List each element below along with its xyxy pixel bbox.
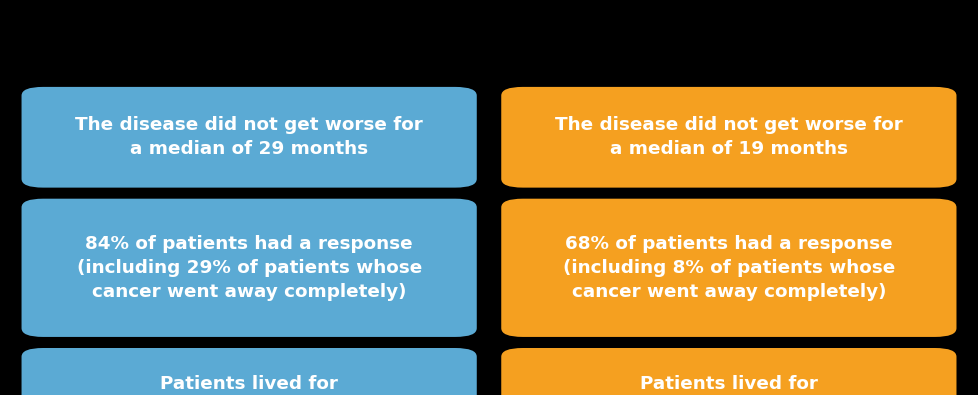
Text: 68% of patients had a response
(including 8% of patients whose
cancer went away : 68% of patients had a response (includin… — [562, 235, 894, 301]
Text: The disease did not get worse for
a median of 29 months: The disease did not get worse for a medi… — [75, 116, 422, 158]
FancyBboxPatch shape — [22, 87, 476, 188]
FancyBboxPatch shape — [22, 199, 476, 337]
FancyBboxPatch shape — [501, 87, 956, 188]
FancyBboxPatch shape — [22, 348, 476, 395]
Text: The disease did not get worse for
a median of 19 months: The disease did not get worse for a medi… — [555, 116, 902, 158]
FancyBboxPatch shape — [501, 348, 956, 395]
Text: 84% of patients had a response
(including 29% of patients whose
cancer went away: 84% of patients had a response (includin… — [76, 235, 422, 301]
FancyBboxPatch shape — [501, 199, 956, 337]
Text: Patients lived for
a median of 56 months: Patients lived for a median of 56 months — [130, 375, 368, 395]
Text: Patients lived for
a median of 46 months: Patients lived for a median of 46 months — [609, 375, 847, 395]
